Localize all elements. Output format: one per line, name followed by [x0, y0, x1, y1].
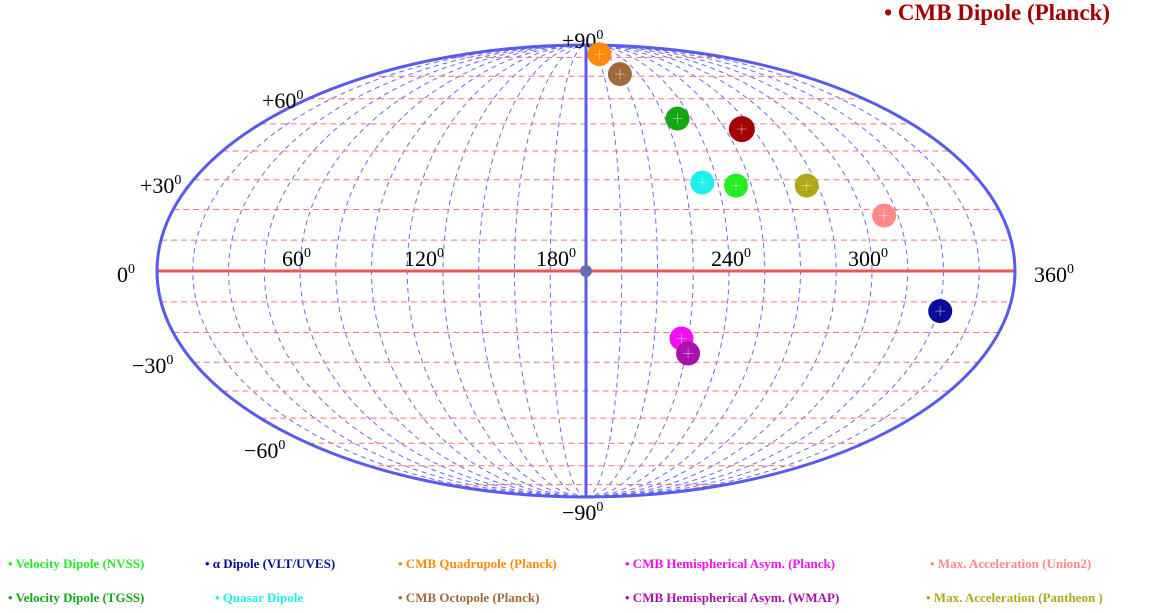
center-marker: [580, 265, 592, 277]
legend-item: • Quasar Dipole: [215, 590, 304, 605]
latitude-tick-label: −900: [562, 500, 603, 525]
longitude-tick-label: 2400: [711, 246, 751, 271]
longitude-tick-label: 3000: [848, 246, 888, 271]
chart-title: • CMB Dipole (Planck): [884, 0, 1110, 25]
axis-lines: [155, 43, 1017, 499]
legend-item: • CMB Hemispherical Asym. (Planck): [625, 556, 836, 571]
meridian-line: [227, 44, 587, 498]
data-point-max-acceleration-union2: [872, 203, 897, 228]
latitude-tick-label: +300: [140, 173, 181, 198]
data-points: [587, 42, 953, 366]
longitude-tick-label: 1200: [404, 246, 444, 271]
legend-row-1: • Velocity Dipole (NVSS) • α Dipole (VLT/…: [0, 556, 1172, 576]
data-point-max-acceleration-pantheon: [794, 173, 819, 198]
longitude-tick-label: 600: [282, 246, 311, 271]
legend-item: • Max. Acceleration (Union2): [930, 556, 1092, 571]
legend-row-2: • Velocity Dipole (TGSS) • Quasar Dipole •…: [0, 590, 1172, 610]
data-point-velocity-dipole-tgss: [665, 106, 690, 131]
axis-labels: 00 600 1200 1800 2400 30003600+900+600+300−30…: [117, 28, 1074, 525]
sky-outline: [155, 43, 1017, 499]
data-point-velocity-dipole-nvss: [724, 173, 748, 198]
legend-item: • CMB Hemispherical Asym. (WMAP): [625, 590, 840, 605]
latitude-tick-label: −300: [132, 353, 173, 378]
legend-item: • Velocity Dipole (TGSS): [8, 590, 145, 605]
data-point-quasar-dipole: [690, 170, 715, 195]
data-point-cmb-quadrupole-planck: [587, 42, 612, 67]
data-point-dipole-vlt-uves: [928, 299, 953, 324]
data-point-cmb-hemispherical-asym-wmap: [676, 341, 701, 366]
legend-item: • Max. Acceleration (Pantheon ): [926, 590, 1103, 605]
legend-item: • α Dipole (VLT/UVES): [205, 556, 336, 571]
meridian-line: [585, 44, 945, 498]
meridian-line: [585, 44, 837, 498]
legend-item: • Velocity Dipole (NVSS): [8, 556, 145, 571]
longitude-tick-label: 00: [117, 262, 135, 287]
legend-item: • CMB Quadrupole (Planck): [398, 556, 557, 571]
longitude-tick-label: 1800: [536, 246, 576, 271]
latitude-tick-label: −600: [244, 438, 285, 463]
latitude-tick-label: +600: [262, 88, 303, 113]
legend-item: • CMB Octopole (Planck): [398, 590, 540, 605]
data-point-cmb-octopole-planck: [607, 62, 632, 87]
longitude-tick-label: 3600: [1034, 262, 1074, 287]
data-point-cmb-dipole-planck: [728, 116, 755, 143]
